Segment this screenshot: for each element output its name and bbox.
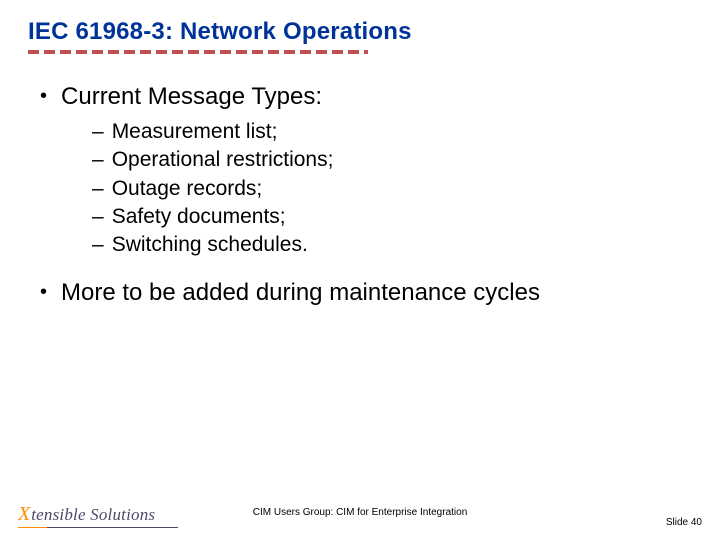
slide-title: IEC 61968-3: Network Operations — [28, 18, 692, 46]
bullet-text: Safety documents; — [112, 203, 286, 231]
bullet-text: Switching schedules. — [112, 231, 308, 259]
footer-logo: Xtensible Solutions — [18, 503, 178, 528]
bullet-text: More to be added during maintenance cycl… — [61, 278, 692, 308]
sub-bullet-list: Measurement list; Operational restrictio… — [92, 118, 692, 260]
slide: IEC 61968-3: Network Operations Current … — [0, 0, 720, 540]
bullet-text: Measurement list; — [112, 118, 278, 146]
bullet-level2: Operational restrictions; — [92, 146, 692, 174]
bullet-text: Outage records; — [112, 175, 263, 203]
logo-text: Xtensible Solutions — [18, 503, 178, 526]
bullet-level1: Current Message Types: — [38, 82, 692, 112]
bullet-level2: Safety documents; — [92, 203, 692, 231]
logo-x-glyph: X — [18, 503, 30, 526]
logo-rest-text: tensible Solutions — [31, 505, 155, 525]
bullet-level2: Measurement list; — [92, 118, 692, 146]
slide-footer: Xtensible Solutions CIM Users Group: CIM… — [0, 503, 720, 528]
bullet-level1: More to be added during maintenance cycl… — [38, 278, 692, 308]
footer-slide-number: Slide 40 — [666, 517, 702, 528]
bullet-level2: Switching schedules. — [92, 231, 692, 259]
title-underline — [28, 50, 368, 54]
bullet-level2: Outage records; — [92, 175, 692, 203]
bullet-text: Operational restrictions; — [112, 146, 334, 174]
footer-center-text: CIM Users Group: CIM for Enterprise Inte… — [253, 507, 468, 518]
slide-body: Current Message Types: Measurement list;… — [28, 82, 692, 308]
logo-underline — [18, 527, 178, 528]
bullet-text: Current Message Types: — [61, 82, 692, 112]
